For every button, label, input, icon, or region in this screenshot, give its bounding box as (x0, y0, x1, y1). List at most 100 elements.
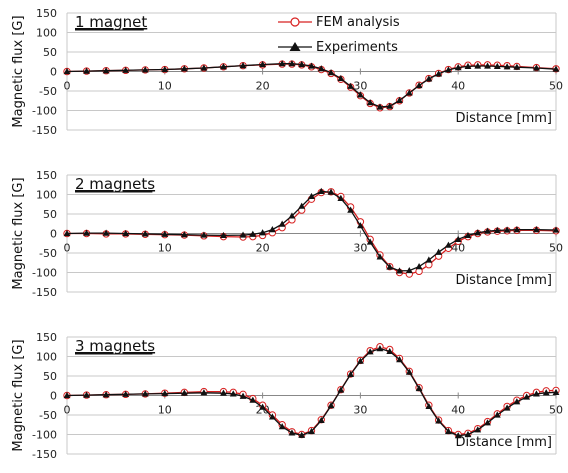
experiment-point (102, 67, 110, 74)
x-tick-label: 0 (64, 404, 71, 417)
x-tick-label: 10 (158, 242, 172, 255)
experiment-point (298, 431, 306, 438)
experiment-point (386, 102, 394, 109)
experiment-point (474, 229, 482, 236)
x-tick-label: 20 (256, 80, 270, 93)
experiment-point (278, 220, 286, 227)
experiment-point (513, 63, 521, 70)
experiment-point (396, 267, 403, 274)
x-tick-label: 30 (353, 80, 367, 93)
panel-title: 2 magnets (75, 175, 155, 193)
experiment-point (513, 226, 521, 233)
x-tick-label: 40 (451, 80, 465, 93)
experiment-point (533, 390, 540, 397)
experiment-point (347, 206, 355, 213)
experiment-point (229, 390, 237, 397)
experiment-point (161, 389, 169, 397)
x-tick-label: 0 (64, 242, 71, 255)
y-tick-label: -100 (32, 105, 57, 118)
x-tick-label: 40 (451, 242, 465, 255)
y-tick-label: 150 (36, 7, 57, 20)
x-tick-label: 30 (353, 404, 367, 417)
experiment-point (503, 404, 511, 411)
x-tick-label: 20 (256, 404, 270, 417)
experiment-point (141, 390, 149, 397)
y-tick-label: 150 (36, 169, 57, 182)
experiment-point (493, 226, 501, 233)
experiment-point (464, 62, 472, 70)
experiment-point (474, 426, 482, 433)
x-axis-label: Distance [mm] (456, 435, 552, 450)
experiment-point (484, 62, 491, 69)
panel-2: 150 100 50 0 -50 -100 -150 0 10 20 30 40 50 2 magnets… (11, 169, 563, 299)
experiment-point (533, 64, 540, 71)
experiment-point (180, 389, 188, 396)
y-tick-label: -50 (39, 409, 57, 422)
experiment-point (122, 66, 130, 73)
experiment-point (298, 60, 306, 68)
experiment-point (249, 396, 257, 403)
experiment-point (357, 357, 364, 364)
y-tick-label: 0 (50, 390, 57, 403)
experiment-point (220, 389, 227, 396)
experiment-point (239, 231, 247, 238)
experiment-point (83, 67, 90, 74)
series-line-fem (67, 191, 557, 275)
experiment-point (268, 226, 276, 233)
panel-1: 150 100 50 0 -50 -100 -150 0 10 20 30 40 50 1 magnet D… (11, 7, 563, 137)
experiment-point (200, 389, 208, 396)
experiment-point (366, 238, 374, 245)
experiment-point (220, 231, 227, 239)
experiment-point (220, 63, 227, 70)
experiment-point (141, 230, 149, 237)
x-tick-label: 50 (549, 242, 563, 255)
experiment-point (337, 386, 345, 393)
x-tick-label: 10 (158, 404, 172, 417)
y-tick-label: 50 (43, 208, 57, 221)
experiment-point (288, 212, 296, 219)
experiment-point (63, 229, 71, 237)
experiment-point (396, 96, 403, 103)
experiment-point (425, 402, 433, 410)
y-tick-label: -150 (32, 448, 57, 461)
x-tick-label: 0 (64, 80, 71, 93)
series-line-fem (66, 346, 557, 436)
experiment-point (425, 75, 433, 82)
experiment-point (552, 226, 560, 233)
experiment-point (366, 99, 374, 106)
x-tick-label: 20 (256, 242, 270, 255)
experiment-point (200, 64, 208, 71)
experiment-point (396, 356, 403, 363)
experiment-point (327, 188, 335, 195)
experiment-point (102, 229, 110, 236)
experiment-point (513, 398, 521, 405)
experiment-point (435, 248, 443, 255)
experiment-point (161, 65, 169, 73)
series-line-fem (66, 63, 557, 109)
experiment-point (415, 263, 423, 270)
experiment-point (493, 411, 501, 418)
y-tick-label: -100 (32, 267, 57, 280)
experiment-point (317, 416, 325, 424)
experiment-point (376, 253, 384, 260)
experiment-point (288, 60, 296, 67)
y-tick-label: 100 (36, 189, 57, 202)
experiment-point (259, 229, 266, 236)
legend-fem-label: FEM analysis (316, 15, 400, 30)
experiment-point (435, 417, 443, 424)
y-tick-label: 50 (43, 370, 57, 383)
experiment-point (552, 388, 560, 395)
experiment-point (141, 66, 149, 73)
experiment-point (523, 393, 531, 400)
experiment-point (122, 390, 130, 397)
experiment-point (454, 235, 462, 242)
experiment-point (405, 89, 413, 96)
experiment-point (425, 256, 433, 263)
experiment-point (337, 194, 345, 201)
y-tick-label: -150 (32, 124, 57, 137)
experiment-point (533, 226, 540, 233)
experiment-point (327, 69, 335, 76)
experiment-point (268, 413, 276, 420)
